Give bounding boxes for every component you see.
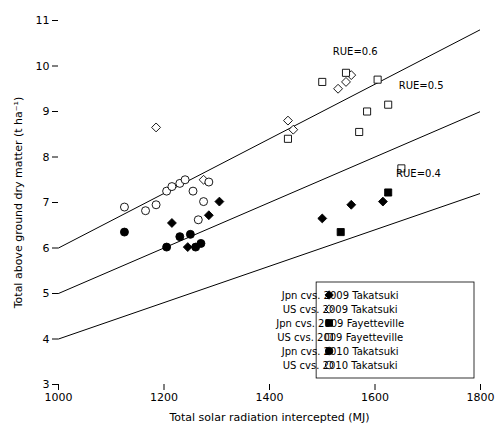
svg-text:Jpn cvs. 2010 Takatsuki: Jpn cvs. 2010 Takatsuki	[281, 346, 399, 357]
svg-text:1400: 1400	[256, 391, 284, 404]
svg-text:6: 6	[43, 242, 50, 255]
svg-text:8: 8	[43, 151, 50, 164]
svg-text:RUE=0.4: RUE=0.4	[396, 168, 441, 179]
svg-text:Total above ground dry matter: Total above ground dry matter (t ha⁻¹)	[12, 97, 25, 310]
svg-text:1000: 1000	[45, 391, 73, 404]
svg-text:7: 7	[43, 196, 50, 209]
svg-text:Jpn cvs. 2009 Fayetteville: Jpn cvs. 2009 Fayetteville	[275, 318, 404, 329]
svg-text:1600: 1600	[361, 391, 389, 404]
svg-text:US cvs. 2009 Takatsuki: US cvs. 2009 Takatsuki	[283, 304, 398, 315]
svg-text:1200: 1200	[150, 391, 178, 404]
svg-text:10: 10	[36, 60, 50, 73]
svg-text:RUE=0.6: RUE=0.6	[333, 46, 378, 57]
svg-text:RUE=0.5: RUE=0.5	[399, 80, 444, 91]
svg-text:US cvs. 2010 Takatsuki: US cvs. 2010 Takatsuki	[283, 360, 398, 371]
svg-text:4: 4	[43, 333, 50, 346]
svg-text:3: 3	[43, 378, 50, 391]
svg-text:9: 9	[43, 105, 50, 118]
svg-text:1800: 1800	[467, 391, 495, 404]
svg-text:Total solar radiation intercep: Total solar radiation intercepted (MJ)	[168, 411, 369, 424]
svg-text:5: 5	[43, 287, 50, 300]
svg-text:11: 11	[36, 14, 50, 27]
svg-text:Jpn cvs. 2009 Takatsuki: Jpn cvs. 2009 Takatsuki	[281, 290, 399, 301]
svg-text:US cvs. 2009 Fayetteville: US cvs. 2009 Fayetteville	[277, 332, 403, 343]
